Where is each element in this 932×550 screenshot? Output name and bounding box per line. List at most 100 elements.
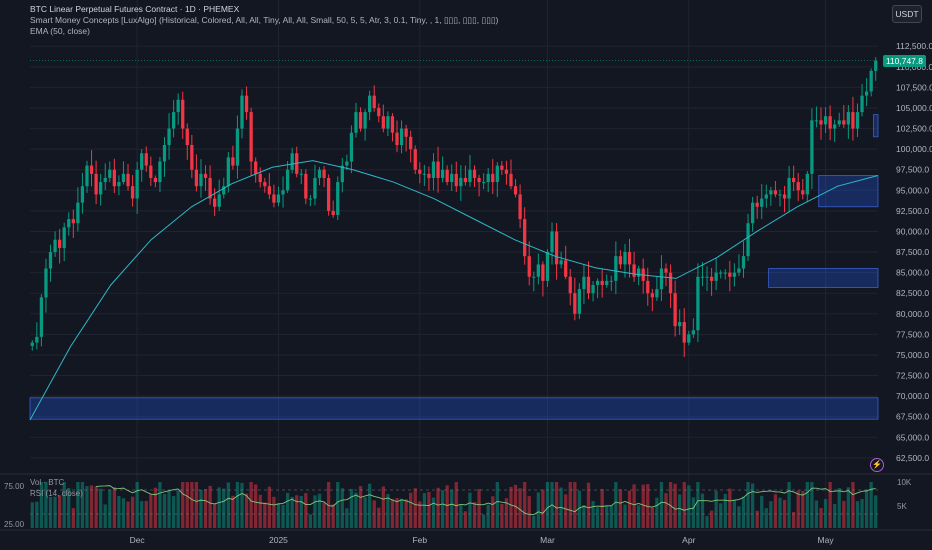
candle-body <box>354 112 358 133</box>
volume-bar <box>213 503 217 528</box>
order-block-zone <box>818 175 879 208</box>
candle-body <box>377 107 381 117</box>
y-tick-label: 82,500.0 <box>896 288 929 298</box>
candle-body <box>805 173 809 195</box>
rsi-legend[interactable]: RSI (14, close) <box>30 489 83 498</box>
candle-body <box>331 210 335 216</box>
indicator-ema-label[interactable]: EMA (50, close) <box>30 26 90 36</box>
candle-body <box>559 260 563 265</box>
volume-bar <box>545 482 550 528</box>
x-tick-label: May <box>818 535 835 545</box>
candle-body <box>89 165 94 174</box>
candle-body <box>363 112 367 129</box>
volume-bar <box>140 501 144 528</box>
candle-body <box>313 177 317 199</box>
candle-body <box>249 112 253 162</box>
volume-bar <box>509 486 513 528</box>
candle-body <box>285 169 290 191</box>
candle-body <box>687 334 691 343</box>
candle-body <box>244 95 249 113</box>
volume-bar <box>304 493 308 528</box>
candle-body <box>778 194 782 196</box>
volume-bar <box>358 486 363 528</box>
volume-bar <box>673 483 677 528</box>
candle-body <box>194 169 199 187</box>
candle-body <box>495 165 499 183</box>
candle-body <box>509 173 513 187</box>
volume-bar <box>117 495 121 528</box>
volume-bar <box>696 482 700 528</box>
candle-body <box>30 342 34 346</box>
candle-body <box>349 132 354 162</box>
candle-body <box>500 165 504 170</box>
lightning-icon[interactable]: ⚡ <box>870 458 884 472</box>
candle-body <box>618 256 623 265</box>
candle-body <box>819 120 823 125</box>
volume-bar <box>819 508 823 528</box>
volume-bar <box>71 508 75 528</box>
volume-bar <box>57 495 62 528</box>
candle-body <box>304 173 308 199</box>
candle-body <box>39 297 44 337</box>
volume-bar <box>564 494 568 528</box>
volume-bar <box>527 496 531 528</box>
x-tick-label: 2025 <box>269 535 288 545</box>
candle-body <box>650 293 654 298</box>
volume-bar <box>646 484 650 528</box>
candle-body <box>714 272 718 281</box>
volume-bar <box>463 511 468 528</box>
volume-bar <box>409 492 413 528</box>
volume-bar <box>103 504 107 528</box>
volume-bar <box>377 507 381 528</box>
candle-body <box>67 219 71 228</box>
candle-body <box>44 268 48 298</box>
candle-body <box>272 194 276 203</box>
candle-body <box>732 272 737 277</box>
candle-body <box>577 289 582 314</box>
candle-body <box>773 190 778 195</box>
volume-bar <box>386 494 390 528</box>
volume-legend[interactable]: Vol · BTC <box>30 478 65 487</box>
candle-body <box>586 276 591 294</box>
candle-body <box>504 169 509 174</box>
candle-body <box>792 177 796 183</box>
volume-bar <box>764 508 768 528</box>
symbol-title[interactable]: BTC Linear Perpetual Futures Contract · … <box>30 4 240 14</box>
candle-body <box>851 112 855 129</box>
candle-body <box>477 177 481 183</box>
volume-bar <box>149 494 153 528</box>
candle-body <box>135 169 139 199</box>
y-tick-label: 105,000.0 <box>896 103 932 113</box>
volume-bar <box>340 488 344 528</box>
candle-body <box>454 173 458 187</box>
y-tick-label: 92,500.0 <box>896 206 929 216</box>
candle-body <box>682 322 686 343</box>
candle-body <box>222 186 226 195</box>
candle-body <box>413 149 417 170</box>
candle-body <box>787 177 791 199</box>
volume-bar <box>267 486 271 528</box>
candle-body <box>190 145 194 170</box>
volume-bar <box>668 482 673 528</box>
candle-body <box>126 173 130 187</box>
volume-bar <box>641 484 645 528</box>
volume-bar <box>618 489 623 528</box>
indicator-smc-label[interactable]: Smart Money Concepts [LuxAlgo] (Historic… <box>30 15 499 25</box>
y-tick-label: 102,500.0 <box>896 124 932 134</box>
candle-body <box>623 252 627 265</box>
candle-body <box>263 182 267 187</box>
volume-bar <box>404 499 408 528</box>
candle-body <box>258 173 262 183</box>
volume-bar <box>263 502 267 528</box>
y-tick-label: 90,000.0 <box>896 226 929 236</box>
y-tick-label: 112,500.0 <box>896 41 932 51</box>
candle-body <box>326 177 331 211</box>
chart-legend: BTC Linear Perpetual Futures Contract · … <box>30 4 498 37</box>
candle-body <box>386 116 390 129</box>
currency-button[interactable]: USDT <box>892 5 922 23</box>
volume-bar <box>185 482 189 528</box>
volume-bar <box>240 482 244 528</box>
candle-body <box>181 99 185 129</box>
